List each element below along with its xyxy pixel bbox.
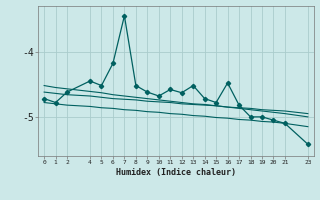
X-axis label: Humidex (Indice chaleur): Humidex (Indice chaleur) bbox=[116, 168, 236, 177]
